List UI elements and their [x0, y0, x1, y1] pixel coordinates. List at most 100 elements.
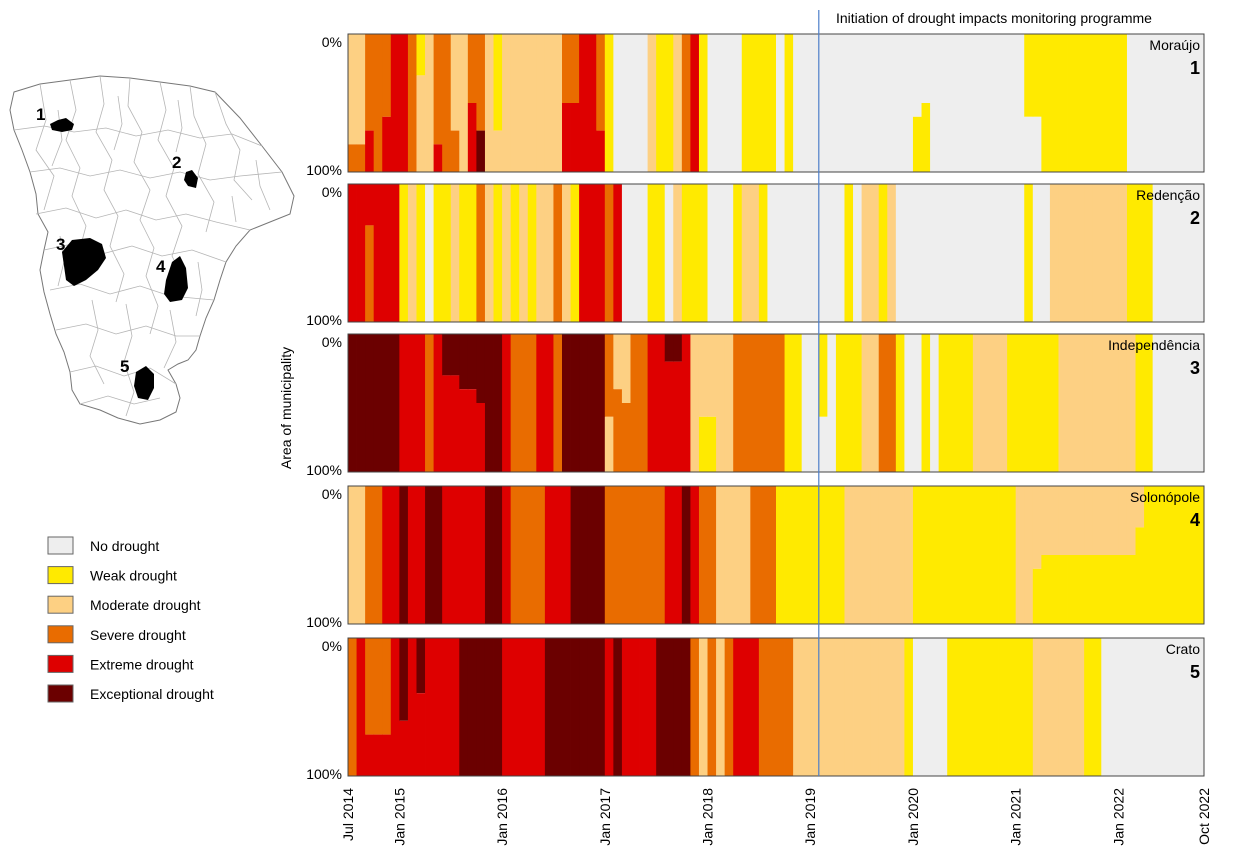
- bar-segment: [519, 334, 529, 472]
- bar-segment: [1007, 34, 1017, 172]
- bar-segment: [596, 486, 606, 624]
- bar-segment: [1118, 486, 1128, 555]
- bar-segment: [647, 486, 657, 624]
- bar-segment: [972, 486, 982, 624]
- bar-segment: [647, 334, 657, 472]
- bar-segment: [1015, 334, 1025, 472]
- legend-label-weak-drought: Weak drought: [90, 568, 177, 584]
- bar-segment: [878, 638, 888, 776]
- bar-segment: [904, 486, 914, 624]
- bar-segment: [570, 34, 580, 103]
- bar-segment: [887, 184, 897, 322]
- bar-segment: [639, 34, 648, 172]
- bar-segment: [570, 184, 580, 322]
- legend-label-moderate-drought: Moderate drought: [90, 597, 201, 613]
- bar-segment: [698, 334, 708, 417]
- bar-segment: [1075, 486, 1085, 555]
- bar-segment: [502, 334, 512, 472]
- bar-segment: [562, 184, 571, 322]
- bar-segment: [647, 638, 657, 776]
- bar-segment: [613, 34, 623, 172]
- bar-segment: [724, 638, 734, 776]
- bar-segment: [1067, 555, 1076, 624]
- bar-segment: [716, 486, 726, 624]
- bar-segment: [887, 334, 897, 472]
- bar-segment: [870, 34, 880, 172]
- bar-segment: [553, 334, 563, 472]
- bar-segment: [348, 144, 357, 172]
- bar-segment: [621, 334, 631, 403]
- bar-segment: [484, 34, 494, 172]
- bar-segment: [1041, 184, 1051, 322]
- bar-segment: [433, 334, 443, 472]
- bar-segment: [621, 638, 631, 776]
- bar-segment: [519, 184, 529, 322]
- panel-frame: [347, 637, 1205, 777]
- bar-segment: [570, 103, 580, 172]
- y-tick-0: 0%: [322, 638, 342, 654]
- bar-segment: [476, 184, 486, 322]
- bar-segment: [476, 486, 486, 624]
- bar-segment: [733, 34, 743, 172]
- bar-segment: [1058, 555, 1068, 624]
- bar-segment: [493, 184, 503, 322]
- bar-segment: [1126, 638, 1136, 776]
- bar-segment: [639, 334, 648, 472]
- bar-segment: [1152, 638, 1162, 776]
- bar-segment: [1135, 184, 1145, 322]
- bar-segment: [1049, 334, 1059, 472]
- bar-segment: [930, 334, 940, 472]
- bar-segment: [955, 34, 965, 172]
- bar-segment: [673, 361, 683, 472]
- bar-segment: [365, 184, 375, 226]
- bar-segment: [707, 34, 717, 172]
- bar-segment: [1058, 184, 1068, 322]
- bar-segment: [1135, 34, 1145, 172]
- bar-segment: [895, 184, 905, 322]
- bar-segment: [476, 34, 486, 131]
- bar-segment: [467, 389, 477, 472]
- bar-segment: [1144, 638, 1154, 776]
- bar-segment: [1126, 184, 1136, 322]
- bar-segment: [390, 638, 400, 776]
- bar-segment: [810, 184, 820, 322]
- bar-segment: [604, 486, 614, 624]
- bar-segment: [1152, 486, 1162, 624]
- bar-segment: [450, 184, 460, 322]
- bar-segment: [998, 184, 1008, 322]
- bar-segment: [733, 486, 743, 624]
- bar-segment: [972, 334, 982, 472]
- x-tick-jul-2014: Jul 2014: [340, 788, 356, 841]
- bar-segment: [835, 638, 845, 776]
- bar-segment: [707, 184, 717, 322]
- bar-segment: [433, 184, 443, 322]
- bar-segment: [467, 638, 477, 776]
- bar-segment: [1101, 486, 1111, 555]
- bar-segment: [390, 184, 400, 322]
- bar-segment: [1015, 184, 1025, 322]
- bar-segment: [1118, 555, 1128, 624]
- bar-segment: [484, 184, 494, 322]
- bar-segment: [716, 334, 726, 472]
- bar-segment: [767, 486, 777, 624]
- bar-segment: [416, 184, 426, 322]
- x-tick-jan-2018: Jan 2018: [700, 788, 716, 846]
- panel-frame: [347, 33, 1205, 173]
- bar-segment: [407, 34, 417, 172]
- bar-segment: [450, 638, 460, 776]
- bar-segment: [382, 184, 392, 322]
- bar-segment: [630, 334, 640, 472]
- bar-segment: [433, 34, 443, 145]
- bar-segment: [442, 375, 452, 472]
- bar-segment: [365, 486, 375, 624]
- bar-segment: [1067, 486, 1076, 555]
- municipality-3-shape: [62, 238, 106, 286]
- bar-segment: [1067, 334, 1076, 472]
- bar-segment: [1109, 555, 1119, 624]
- bar-segment: [801, 638, 811, 776]
- bar-segment: [630, 638, 640, 776]
- legend-label-exceptional-drought: Exceptional drought: [90, 686, 214, 702]
- bar-segment: [630, 34, 640, 172]
- bar-segment: [1075, 34, 1085, 172]
- bar-segment: [853, 184, 862, 322]
